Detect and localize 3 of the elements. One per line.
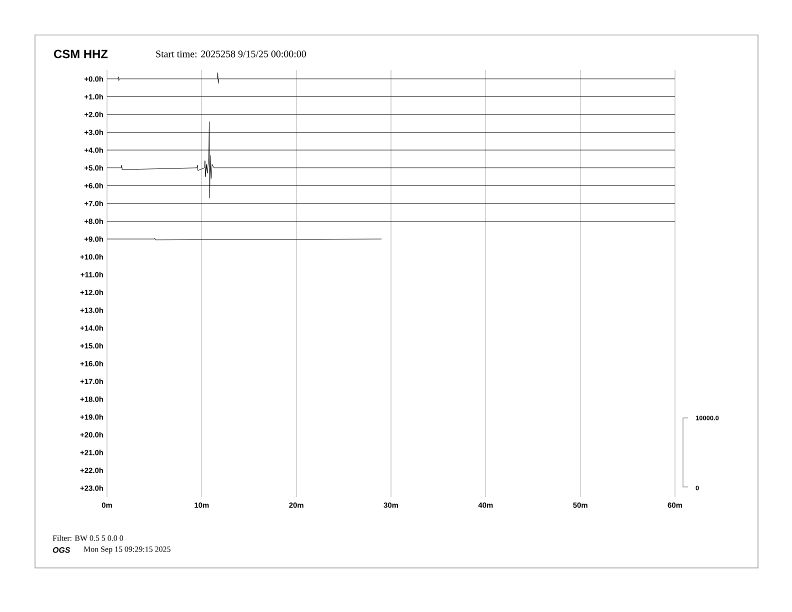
line-series: [106, 121, 676, 198]
chart-subtitle: Start time: 2025258 9/15/25 00:00:00: [156, 50, 306, 58]
chart-title: CSM HHZ: [54, 50, 108, 58]
